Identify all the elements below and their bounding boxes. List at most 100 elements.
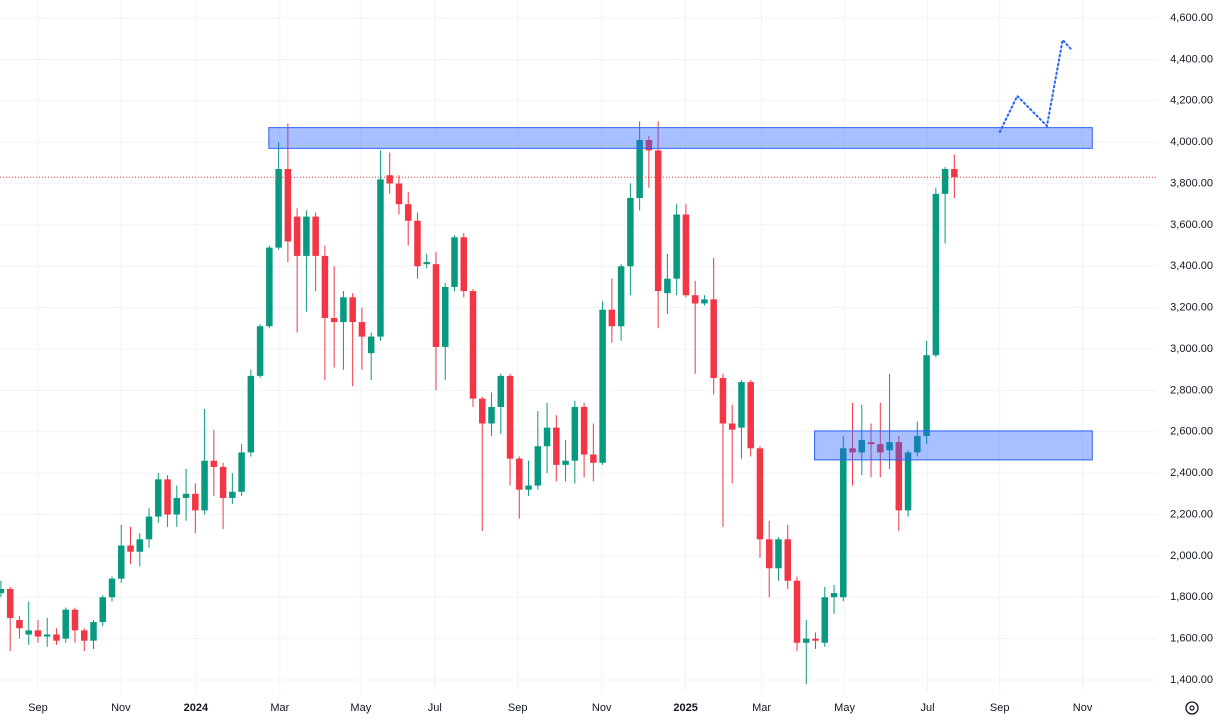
candle-body	[229, 491, 236, 498]
candle-body	[16, 620, 23, 629]
candle-body	[71, 609, 79, 631]
candle-body	[53, 634, 60, 641]
candle-body	[765, 539, 773, 569]
candle-body	[136, 539, 144, 552]
candle-body	[627, 197, 634, 267]
y-tick-label: 1,400.00	[1170, 674, 1213, 686]
candle-body	[701, 299, 708, 304]
y-tick-label: 4,600.00	[1170, 12, 1213, 24]
candle-body	[691, 295, 699, 304]
candle-body	[608, 309, 616, 327]
candle-body	[553, 427, 560, 465]
candle-body	[460, 237, 468, 292]
candle-body	[543, 427, 551, 447]
y-tick-label: 3,200.00	[1170, 302, 1213, 314]
candle-body	[330, 317, 338, 323]
candle-body	[664, 278, 671, 294]
x-tick-label: Mar	[752, 702, 771, 714]
x-tick-label: 2025	[673, 702, 697, 714]
candle-body	[145, 516, 153, 540]
candle-body	[580, 406, 588, 455]
candle-body	[534, 446, 542, 486]
candle-body	[367, 336, 375, 354]
candle-body	[90, 622, 97, 641]
y-tick-label: 3,600.00	[1170, 219, 1213, 231]
candle-body	[719, 377, 727, 424]
candle-body	[812, 638, 819, 641]
candle-body	[479, 398, 486, 424]
candle-body	[617, 266, 625, 327]
y-tick-label: 3,800.00	[1170, 177, 1213, 189]
candle-body	[682, 214, 690, 296]
y-tick-label: 3,000.00	[1170, 343, 1213, 355]
candle-body	[414, 220, 421, 267]
y-tick-label: 1,800.00	[1170, 591, 1213, 603]
candle-body	[256, 326, 264, 376]
candle-body	[275, 169, 282, 248]
candle-body	[784, 539, 791, 581]
candle-body	[284, 169, 292, 242]
candle-body	[654, 150, 662, 292]
candle-body	[571, 406, 579, 461]
candle-body	[25, 630, 32, 635]
settings-icon[interactable]	[1185, 701, 1199, 715]
candle-body	[923, 355, 930, 436]
candle-body	[321, 255, 329, 318]
candle-body	[497, 375, 505, 407]
candle-body	[219, 466, 227, 498]
candle-body	[756, 448, 764, 540]
y-tick-label: 4,200.00	[1170, 95, 1213, 107]
candle-body	[155, 479, 162, 517]
candle-body	[238, 452, 245, 492]
x-tick-label: Nov	[592, 702, 612, 714]
y-tick-label: 1,600.00	[1170, 633, 1213, 645]
zone	[268, 127, 1093, 149]
candle-body	[192, 493, 199, 511]
candle-body	[247, 375, 255, 453]
candle-body	[451, 237, 458, 287]
candle-body	[636, 140, 643, 198]
candle-body	[293, 216, 301, 256]
candle-body	[6, 588, 14, 618]
candle-body	[441, 286, 449, 347]
zone	[814, 430, 1093, 461]
candle-body	[80, 630, 88, 641]
candle-body	[562, 460, 569, 465]
candle-body	[830, 593, 838, 598]
candle-body	[525, 485, 532, 490]
candle-body	[728, 423, 736, 430]
x-tick-label: Nov	[111, 702, 131, 714]
candle-body	[358, 322, 366, 337]
settings-center[interactable]	[1189, 705, 1195, 711]
candle-body	[775, 539, 782, 569]
x-tick-label: Mar	[270, 702, 289, 714]
candle-body	[886, 442, 893, 451]
candle-body	[386, 175, 393, 184]
y-tick-label: 4,400.00	[1170, 53, 1213, 65]
settings-ring[interactable]	[1185, 701, 1199, 715]
candle-body	[867, 442, 875, 445]
candle-body	[210, 460, 218, 467]
candle-body	[266, 247, 273, 327]
candle-body	[877, 444, 884, 453]
candle-body	[951, 169, 958, 178]
candle-body	[738, 382, 745, 428]
x-tick-label: May	[350, 702, 371, 714]
candle-body	[747, 382, 754, 449]
x-tick-label: Jul	[428, 702, 442, 714]
plot-area	[0, 0, 1159, 692]
candle-body	[821, 597, 829, 643]
candle-body	[516, 458, 523, 490]
candle-body	[914, 435, 921, 453]
y-tick-label: 2,600.00	[1170, 426, 1213, 438]
candle-body	[840, 448, 847, 598]
candle-body	[423, 262, 430, 265]
candle-body	[895, 442, 903, 511]
candle-body	[395, 183, 403, 205]
candle-body	[858, 440, 866, 453]
candle-body	[99, 597, 106, 623]
candle-body	[849, 448, 856, 453]
candle-body	[0, 588, 5, 594]
